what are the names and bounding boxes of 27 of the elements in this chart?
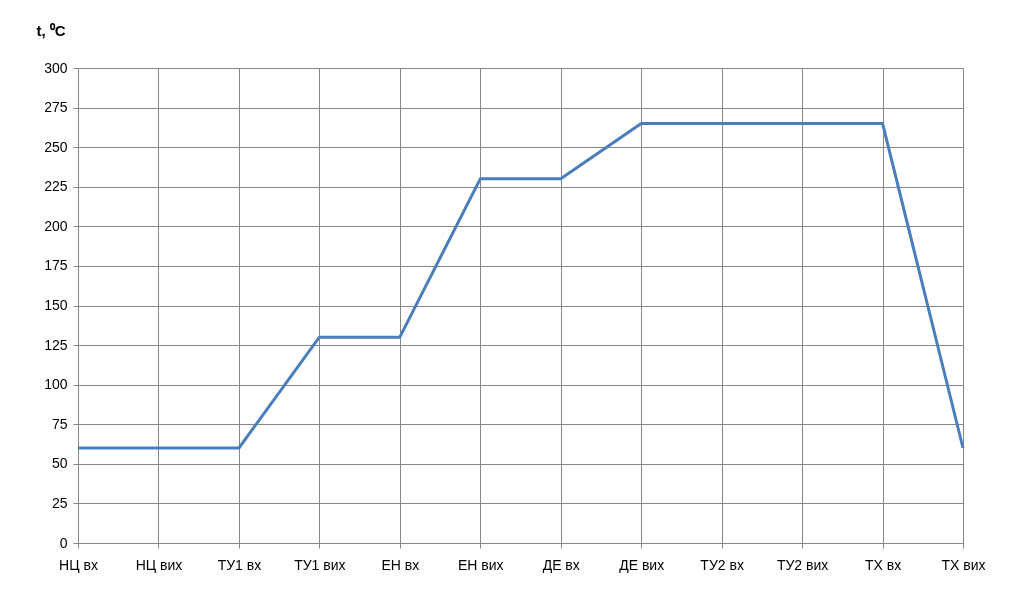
y-axis-title: t, ⁰C: [36, 21, 66, 39]
y-tick-label: 275: [44, 99, 68, 116]
line-series: [76, 121, 965, 450]
x-tick-label: ДЕ вх: [542, 556, 580, 573]
x-tick-label: ТХ вих: [941, 556, 986, 573]
y-tick-label: 100: [44, 376, 68, 393]
y-tick-label: 75: [51, 415, 68, 432]
y-tick-label: 200: [44, 217, 68, 234]
x-tick-label: ТУ2 вх: [700, 556, 744, 573]
y-tick-label: 125: [44, 336, 68, 353]
x-tick-label: ТХ вх: [864, 556, 902, 573]
y-tick-label: 300: [44, 59, 68, 76]
x-tick-label: ЕН вих: [457, 556, 504, 573]
y-tick-label: 0: [59, 534, 68, 551]
x-tick-label: ДЕ вих: [619, 556, 665, 573]
x-tick-label: ТУ1 вих: [294, 556, 346, 573]
x-tick-label: НЦ вх: [59, 556, 98, 573]
y-tick-label: 250: [44, 138, 68, 155]
y-tick-label: 50: [51, 455, 68, 472]
y-tick-label: 175: [44, 257, 68, 274]
x-tick-label: ТУ2 вих: [776, 556, 829, 573]
x-tick-label: ЕН вх: [381, 556, 420, 573]
y-tick-label: 225: [44, 178, 68, 195]
x-tick-label: НЦ вих: [135, 556, 183, 573]
y-tick-label: 150: [44, 297, 68, 313]
y-tick-label: 25: [51, 494, 68, 511]
x-tick-label: ТУ1 вх: [217, 556, 262, 573]
